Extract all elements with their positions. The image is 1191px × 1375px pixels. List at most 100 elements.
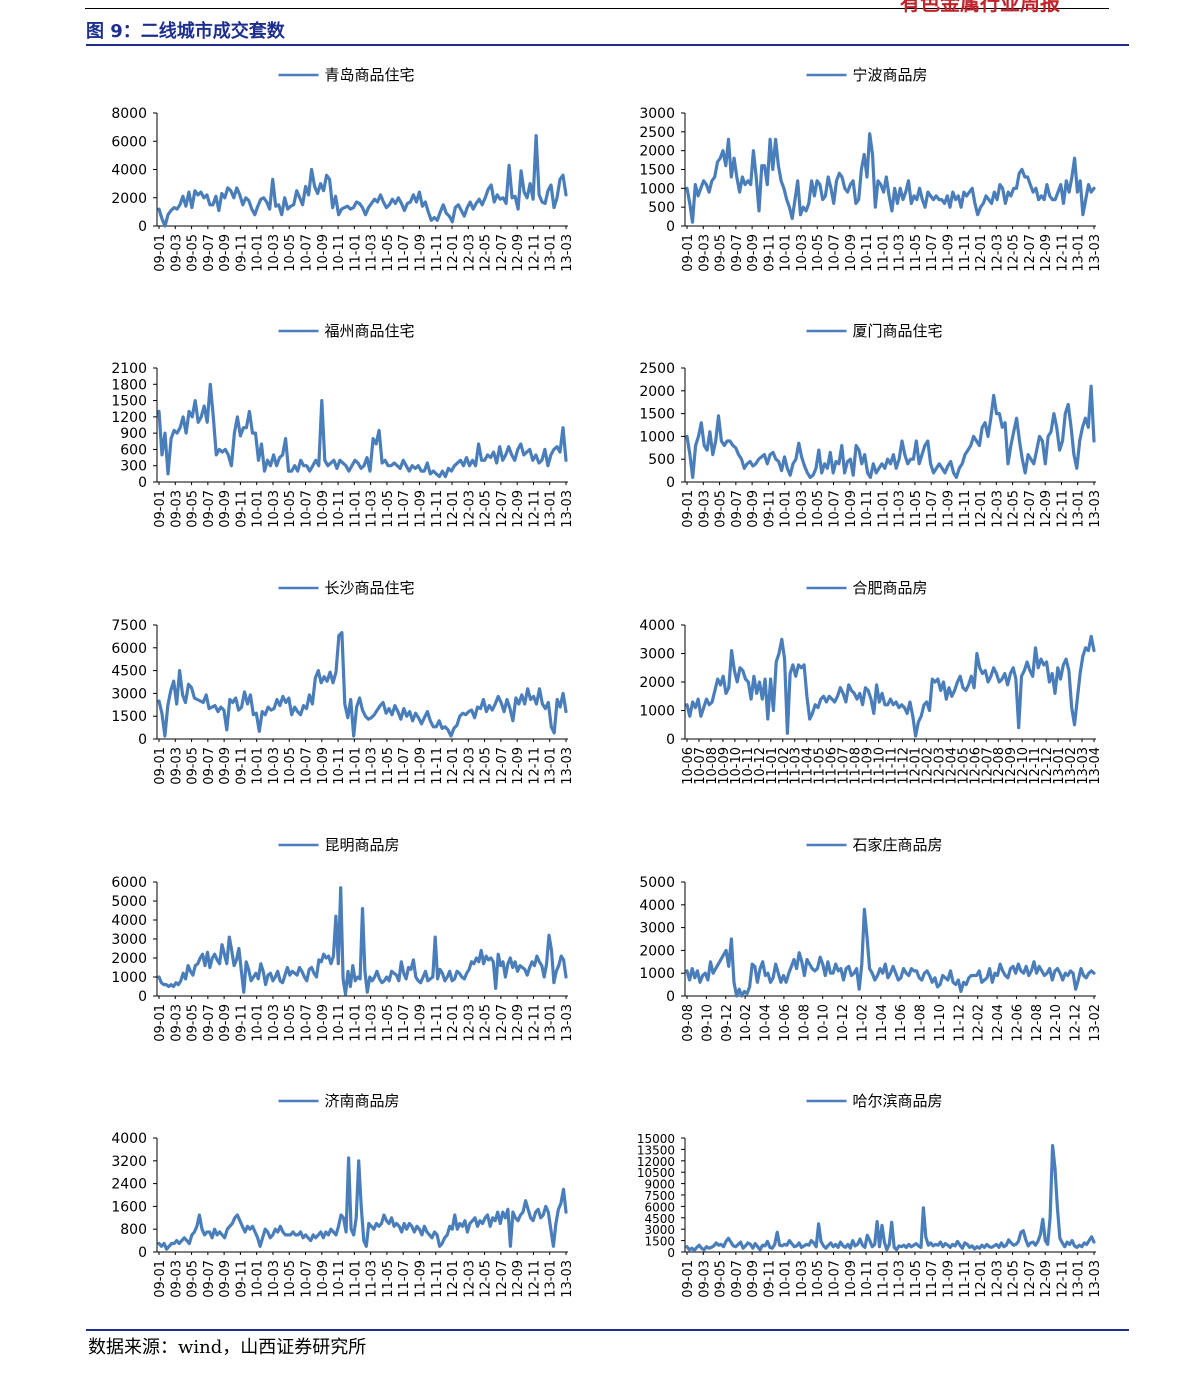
x-tick-label: 10-07 <box>693 747 708 785</box>
x-tick-label: 10-11 <box>860 490 875 528</box>
x-tick-label: 12-07 <box>1023 490 1038 528</box>
x-tick-label: 09-11 <box>234 1004 249 1042</box>
x-tick-label: 11-03 <box>365 1260 380 1298</box>
legend-label: 福州商品住宅 <box>325 322 415 340</box>
x-tick-label: 10-09 <box>844 1260 859 1298</box>
x-tick-label: 12-07 <box>495 490 510 528</box>
x-tick-label: 10-03 <box>267 747 282 785</box>
x-tick-label: 09-11 <box>234 747 249 785</box>
x-tick-label: 10-08 <box>705 747 720 785</box>
y-tick-label: 1000 <box>639 966 675 982</box>
x-tick-label: 09-01 <box>153 1004 168 1042</box>
x-tick-label: 12-05 <box>479 234 494 272</box>
y-tick-label: 1500 <box>111 394 147 410</box>
y-tick-label: 2000 <box>111 191 147 207</box>
series-line <box>685 907 1096 998</box>
x-tick-label: 11-10 <box>873 747 888 785</box>
x-tick-label: 12-03 <box>990 490 1005 528</box>
x-tick-label: 11-03 <box>365 747 380 785</box>
x-tick-label: 09-05 <box>186 1260 201 1298</box>
x-tick-label: 12-01 <box>974 490 989 528</box>
legend-label: 青岛商品住宅 <box>325 66 415 84</box>
x-tick-label: 12-09 <box>1039 1260 1054 1298</box>
x-tick-label: 09-10 <box>700 1004 715 1042</box>
y-tick-label: 2100 <box>111 361 147 377</box>
x-tick-label: 10-09 <box>316 490 331 528</box>
chart-panel: 济南商品房 0 800 1600 2400 3200 4000 09-01 09-03 09-05… <box>111 1092 575 1298</box>
title-rule <box>86 44 1129 46</box>
x-tick-label: 09-07 <box>202 234 217 272</box>
y-tick-label: 12000 <box>637 1155 675 1169</box>
series-line <box>685 384 1096 479</box>
x-tick-label: 10-01 <box>779 1260 794 1298</box>
x-tick-label: 11-03 <box>789 747 804 785</box>
x-tick-label: 11-09 <box>941 234 956 272</box>
x-tick-label: 10-01 <box>251 1260 266 1298</box>
x-tick-label: 10-01 <box>779 234 794 272</box>
x-tick-label: 11-01 <box>348 1260 363 1298</box>
x-tick-label: 13-02 <box>1088 1004 1103 1042</box>
x-tick-label: 09-05 <box>186 490 201 528</box>
x-tick-label: 10-05 <box>811 1260 826 1298</box>
x-tick-label: 12-08 <box>1030 1004 1045 1042</box>
y-tick-label: 0 <box>138 1245 147 1261</box>
x-tick-label: 11-06 <box>894 1004 909 1042</box>
x-tick-label: 13-03 <box>1088 490 1103 528</box>
x-tick-label: 11-05 <box>381 747 396 785</box>
x-tick-label: 12-07 <box>495 1260 510 1298</box>
x-tick-label: 11-03 <box>893 234 908 272</box>
x-tick-label: 09-01 <box>681 1260 696 1298</box>
x-tick-label: 12-03 <box>462 234 477 272</box>
y-tick-label: 4000 <box>639 898 675 914</box>
y-tick-label: 1000 <box>639 181 675 197</box>
chart-panel: 昆明商品房 0 1000 2000 3000 4000 5000 6000 09-01 09-03… <box>111 836 575 1042</box>
x-tick-label: 12-03 <box>462 1260 477 1298</box>
x-tick-label: 12-05 <box>479 490 494 528</box>
x-tick-label: 13-01 <box>544 747 559 785</box>
x-tick-label: 12-01 <box>908 747 923 785</box>
x-tick-label: 11-11 <box>430 490 445 528</box>
chart-panel: 哈尔滨商品房 0150030004500600075009000105001200… <box>637 1092 1103 1298</box>
x-tick-label: 11-11 <box>430 1004 445 1042</box>
x-tick-label: 13-02 <box>1064 747 1079 785</box>
x-tick-label: 10-07 <box>300 490 315 528</box>
y-tick-label: 0 <box>666 732 675 748</box>
y-tick-label: 1600 <box>111 1199 147 1215</box>
figure-title: 图 9：二线城市成交套数 <box>86 21 285 42</box>
x-tick-label: 11-03 <box>893 490 908 528</box>
x-tick-label: 09-03 <box>169 234 184 272</box>
x-tick-label: 10-12 <box>753 747 768 785</box>
x-tick-label: 09-03 <box>169 490 184 528</box>
x-tick-label: 11-11 <box>958 490 973 528</box>
x-tick-label: 13-03 <box>560 1004 575 1042</box>
x-tick-label: 11-09 <box>941 1260 956 1298</box>
x-tick-label: 09-09 <box>218 1260 233 1298</box>
x-tick-label: 12-12 <box>1040 747 1055 785</box>
legend-label: 石家庄商品房 <box>853 836 943 854</box>
x-tick-label: 10-01 <box>251 747 266 785</box>
x-tick-label: 10-05 <box>283 1004 298 1042</box>
x-tick-label: 10-09 <box>844 234 859 272</box>
x-tick-label: 09-01 <box>681 234 696 272</box>
x-tick-label: 12-05 <box>479 1260 494 1298</box>
x-tick-label: 10-05 <box>283 490 298 528</box>
x-tick-label: 11-02 <box>777 747 792 785</box>
x-tick-label: 12-04 <box>944 747 959 785</box>
x-tick-label: 12-12 <box>1069 1004 1084 1042</box>
x-tick-label: 11-08 <box>914 1004 929 1042</box>
x-tick-label: 10-06 <box>681 747 696 785</box>
x-tick-label: 12-08 <box>992 747 1007 785</box>
x-tick-label: 11-05 <box>381 490 396 528</box>
y-tick-label: 7500 <box>644 1189 675 1203</box>
x-tick-label: 12-11 <box>1055 1260 1070 1298</box>
y-tick-label: 1800 <box>111 377 147 393</box>
x-tick-label: 10-05 <box>811 234 826 272</box>
y-tick-label: 13500 <box>637 1143 675 1157</box>
x-tick-label: 11-07 <box>925 490 940 528</box>
y-tick-label: 2500 <box>639 125 675 141</box>
y-tick-label: 4000 <box>111 913 147 929</box>
x-tick-label: 10-03 <box>267 490 282 528</box>
x-tick-label: 10-07 <box>828 234 843 272</box>
y-tick-label: 3000 <box>111 686 147 702</box>
x-tick-label: 11-07 <box>925 1260 940 1298</box>
